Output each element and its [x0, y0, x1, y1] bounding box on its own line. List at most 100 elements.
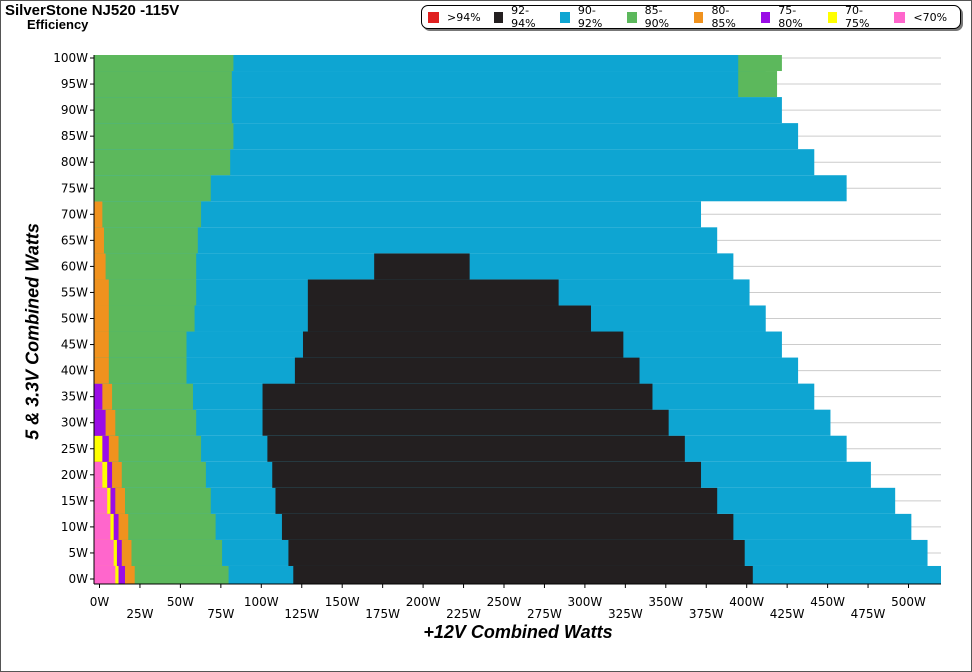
legend-label: 70-75% [845, 4, 870, 30]
x-tick-label: 475W [851, 607, 886, 621]
heat-band-85-90 [738, 71, 778, 98]
x-tick-label: 200W [406, 595, 441, 609]
y-tick-label: 10W [61, 520, 88, 534]
legend-item: >94% [428, 11, 481, 24]
y-tick-label: 40W [61, 364, 88, 378]
x-tick-label: 175W [365, 607, 400, 621]
legend-item: 85-90% [627, 4, 681, 30]
heat-band-80-85 [94, 305, 109, 332]
heat-band-below-70 [94, 513, 111, 540]
legend-swatch [894, 11, 906, 23]
heat-band-85-90 [738, 55, 782, 72]
heat-band-85-90 [94, 357, 187, 384]
heat-band-below-70 [94, 461, 103, 488]
legend-swatch [760, 11, 771, 23]
x-tick-label: 25W [126, 607, 153, 621]
heat-band-85-90 [94, 201, 202, 228]
heat-band-92-94 [262, 383, 653, 410]
legend: >94% 92-94% 90-92% 85-90% 80-85% 75-80% … [421, 4, 961, 30]
y-tick-label: 95W [61, 77, 88, 91]
legend-item: 80-85% [694, 4, 748, 30]
heat-band-85-90 [94, 55, 234, 72]
heat-band-92-94 [302, 331, 624, 358]
x-tick-label: 0W [90, 595, 110, 609]
heat-band-92-94 [374, 253, 470, 280]
y-tick-label: 80W [61, 155, 88, 169]
heat-band-75-80 [94, 409, 106, 436]
heat-band-92-94 [294, 357, 640, 384]
x-tick-label: 375W [689, 607, 724, 621]
x-tick-label: 50W [167, 595, 194, 609]
legend-swatch [428, 11, 439, 23]
heat-band-75-80 [94, 383, 103, 410]
x-tick-label: 500W [891, 595, 926, 609]
heat-band-below-70 [94, 487, 108, 514]
x-tick-label: 275W [527, 607, 562, 621]
heat-band-92-94 [275, 487, 718, 514]
x-tick-label: 250W [487, 595, 522, 609]
x-tick-label: 125W [284, 607, 319, 621]
heat-band-92-94 [281, 513, 734, 540]
legend-label: 75-80% [778, 4, 803, 30]
heat-band-80-85 [94, 227, 104, 254]
chart-subtitle: Efficiency [27, 17, 89, 32]
heat-band-92-94 [267, 435, 685, 462]
legend-label: 92-94% [511, 4, 536, 30]
heat-band-85-90 [94, 227, 198, 254]
heat-band-92-94 [307, 279, 559, 306]
y-tick-label: 0W [69, 572, 89, 586]
y-tick-label: 20W [61, 468, 88, 482]
y-axis-title: 5 & 3.3V Combined Watts [22, 223, 43, 440]
legend-item: <70% [894, 11, 947, 24]
heat-band-85-90 [94, 253, 197, 280]
y-tick-label: 30W [61, 416, 88, 430]
x-tick-label: 300W [568, 595, 603, 609]
y-tick-label: 100W [53, 51, 88, 65]
legend-swatch [627, 11, 637, 23]
y-tick-label: 60W [61, 259, 88, 273]
y-tick-label: 75W [61, 181, 88, 195]
y-tick-label: 85W [61, 129, 88, 143]
x-tick-label: 325W [608, 607, 643, 621]
heat-band-below-70 [94, 565, 116, 584]
x-tick-label: 150W [325, 595, 360, 609]
y-tick-label: 35W [61, 390, 88, 404]
heat-band-85-90 [94, 149, 231, 176]
heat-band-80-85 [94, 331, 109, 358]
heat-band-85-90 [94, 331, 187, 358]
heat-band-70-75 [94, 435, 103, 462]
y-tick-label: 65W [61, 233, 88, 247]
heat-band-85-90 [94, 305, 195, 332]
legend-label: 90-92% [577, 4, 603, 30]
heat-band-below-70 [94, 539, 114, 566]
legend-label: 85-90% [644, 4, 670, 30]
heat-band-80-85 [94, 201, 103, 228]
y-tick-label: 50W [61, 312, 88, 326]
x-tick-label: 75W [207, 607, 234, 621]
chart-title: SilverStone NJ520 -115V [5, 2, 180, 19]
heat-band-80-85 [94, 357, 109, 384]
x-tick-label: 350W [648, 595, 683, 609]
legend-item: 90-92% [560, 4, 614, 30]
legend-swatch [827, 11, 837, 23]
y-tick-label: 25W [61, 442, 88, 456]
y-tick-label: 45W [61, 338, 88, 352]
heat-band-80-85 [94, 279, 109, 306]
heat-band-90-92 [94, 227, 718, 254]
heat-band-85-90 [94, 175, 211, 202]
x-tick-label: 400W [729, 595, 764, 609]
legend-item: 92-94% [493, 4, 548, 30]
legend-label: >94% [447, 10, 481, 24]
legend-label: <70% [913, 10, 948, 24]
y-tick-label: 15W [61, 494, 88, 508]
x-tick-label: 425W [770, 607, 805, 621]
legend-item: 70-75% [827, 4, 882, 30]
y-tick-label: 90W [61, 103, 88, 117]
legend-label: 80-85% [711, 4, 736, 30]
heat-band-92-94 [293, 565, 753, 584]
y-tick-label: 55W [61, 285, 88, 299]
legend-swatch [560, 11, 570, 23]
heat-band-90-92 [94, 55, 750, 72]
heat-band-85-90 [94, 123, 234, 150]
